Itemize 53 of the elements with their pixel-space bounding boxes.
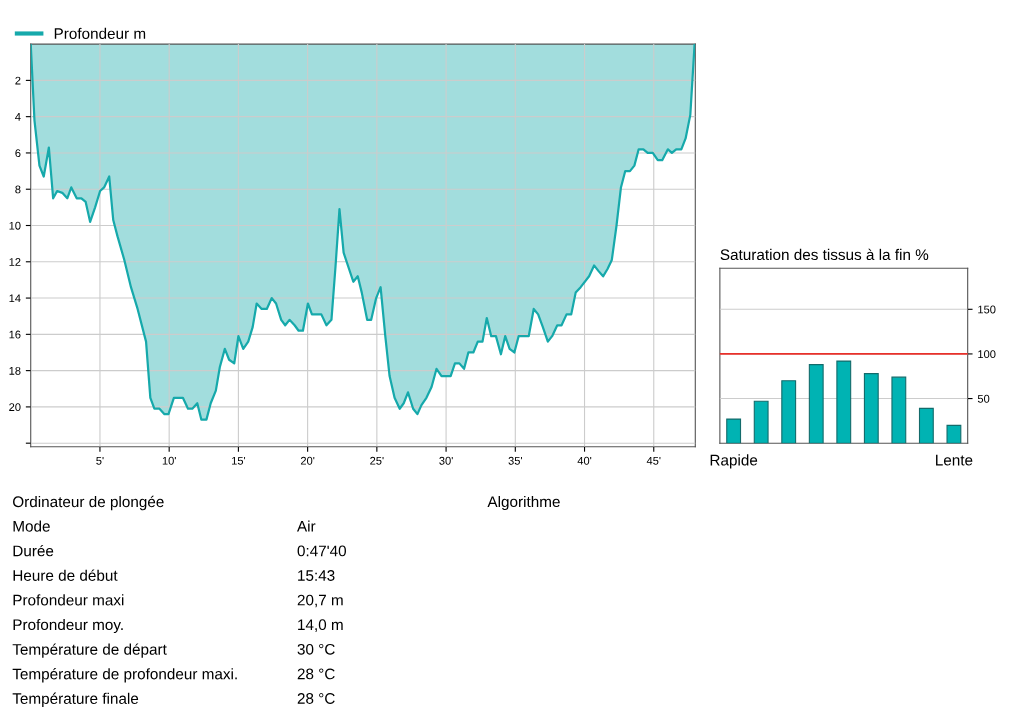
text: 0:47'40	[297, 545, 347, 557]
text: Heure de début	[13, 569, 118, 581]
bar	[808, 364, 824, 444]
text: Durée	[13, 544, 54, 557]
text: 28 °C	[297, 693, 335, 704]
text: Température de départ	[12, 643, 167, 658]
text: Ordinateur de plongée	[13, 495, 164, 511]
x-tick-label: 40'	[577, 456, 592, 465]
x-tick-label: 10'	[162, 456, 176, 465]
text: Température de profondeur maxi.	[12, 667, 237, 683]
x-tick-label: 20'	[300, 456, 315, 465]
x-tick-label: 30'	[439, 456, 453, 465]
text: Air	[296, 520, 316, 532]
text: Mode	[13, 520, 50, 532]
text: 14,0 m	[298, 619, 343, 632]
x-tick-label: Lente	[936, 454, 973, 466]
text: 30 °C	[297, 643, 335, 655]
bar	[863, 373, 879, 444]
bar	[726, 418, 742, 444]
bar	[753, 400, 769, 444]
y-tick-label: 12	[9, 258, 21, 266]
y-tick-label: 16	[9, 330, 21, 339]
y-tick-label: 150	[978, 305, 996, 314]
bar	[891, 376, 907, 444]
text: Profondeur maxi	[13, 594, 124, 606]
x-tick-label: 5'	[96, 456, 104, 465]
x-tick-label: 35'	[508, 456, 522, 465]
bar	[946, 424, 962, 444]
y-tick-label: 50	[977, 394, 990, 403]
text: Algorithme	[487, 495, 560, 511]
x-tick-label: 45'	[646, 456, 661, 465]
bar	[836, 360, 852, 444]
bar	[781, 380, 797, 444]
bar	[918, 407, 934, 444]
x-tick-label: Rapide	[710, 454, 758, 469]
y-tick-label: 2	[15, 76, 21, 85]
text: 28 °C	[297, 668, 335, 680]
x-tick-label: 15'	[232, 456, 246, 465]
y-tick-label: 4	[15, 113, 21, 121]
y-tick-label: 8	[15, 185, 21, 194]
y-tick-label: 14	[9, 294, 21, 303]
text: Profondeur moy.	[13, 618, 123, 634]
y-tick-label: 20	[9, 403, 21, 412]
y-tick-label: 18	[9, 366, 21, 375]
text: 20,7 m	[297, 594, 343, 608]
x-tick-label: 25'	[370, 456, 384, 465]
series-label: Profondeur m	[54, 27, 146, 39]
text: Température finale	[12, 692, 139, 708]
text: 15:43	[298, 570, 335, 581]
chart-title: Saturation des tissus à la fin %	[720, 248, 929, 261]
y-tick-label: 100	[978, 350, 996, 359]
y-tick-label: 10	[9, 221, 21, 230]
y-tick-label: 6	[15, 149, 21, 158]
